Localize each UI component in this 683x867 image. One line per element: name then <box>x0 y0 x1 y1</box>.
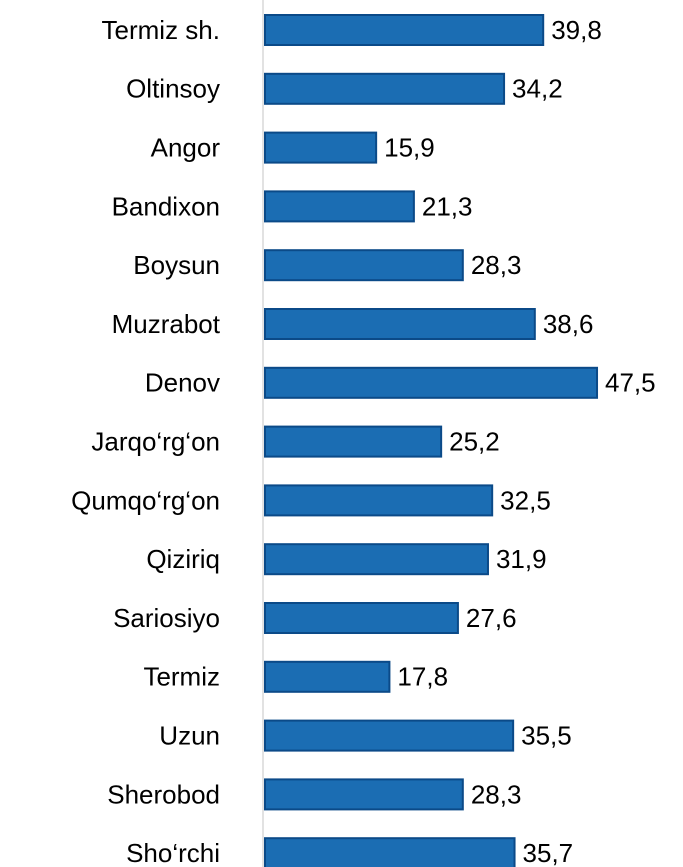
bar <box>264 660 391 693</box>
bar <box>264 190 415 223</box>
value-label: 35,7 <box>523 838 574 867</box>
bar <box>264 366 599 399</box>
category-label: Oltinsoy <box>126 74 220 104</box>
bar <box>264 484 494 517</box>
value-label: 28,3 <box>471 779 522 809</box>
bar <box>264 602 459 634</box>
bar <box>264 14 545 46</box>
category-label: Qiziriq <box>146 544 220 574</box>
value-label: 47,5 <box>605 368 656 398</box>
bar <box>264 719 515 752</box>
category-label: Boysun <box>133 250 220 280</box>
value-label: 25,2 <box>449 426 500 456</box>
category-label: Sho‘rchi <box>126 838 220 867</box>
category-label: Bandixon <box>112 191 220 221</box>
category-label: Uzun <box>159 720 220 750</box>
category-label: Sherobod <box>107 779 220 809</box>
bar <box>264 837 516 867</box>
value-label: 35,5 <box>521 720 572 750</box>
category-label: Sariosiyo <box>113 603 220 633</box>
bar <box>264 543 489 576</box>
bar <box>264 778 464 811</box>
category-label: Termiz <box>143 662 220 692</box>
value-label: 28,3 <box>471 250 522 280</box>
value-label: 27,6 <box>466 603 517 633</box>
bar <box>264 308 536 340</box>
value-label: 21,3 <box>422 191 473 221</box>
bar <box>264 131 378 164</box>
category-label: Termiz sh. <box>102 15 220 45</box>
value-label: 32,5 <box>500 485 551 515</box>
value-label: 15,9 <box>384 132 435 162</box>
category-label: Qumqo‘rg‘on <box>71 485 220 515</box>
value-label: 38,6 <box>543 309 594 339</box>
value-label: 31,9 <box>496 544 547 574</box>
bar <box>264 72 506 105</box>
bar <box>264 425 443 458</box>
category-label: Muzrabot <box>112 309 221 339</box>
value-label: 17,8 <box>397 662 448 692</box>
bar <box>264 249 464 282</box>
value-label: 34,2 <box>512 74 563 104</box>
category-label: Denov <box>145 368 220 398</box>
category-label: Angor <box>151 132 221 162</box>
value-label: 39,8 <box>551 15 602 45</box>
category-label: Jarqo‘rg‘on <box>91 426 220 456</box>
